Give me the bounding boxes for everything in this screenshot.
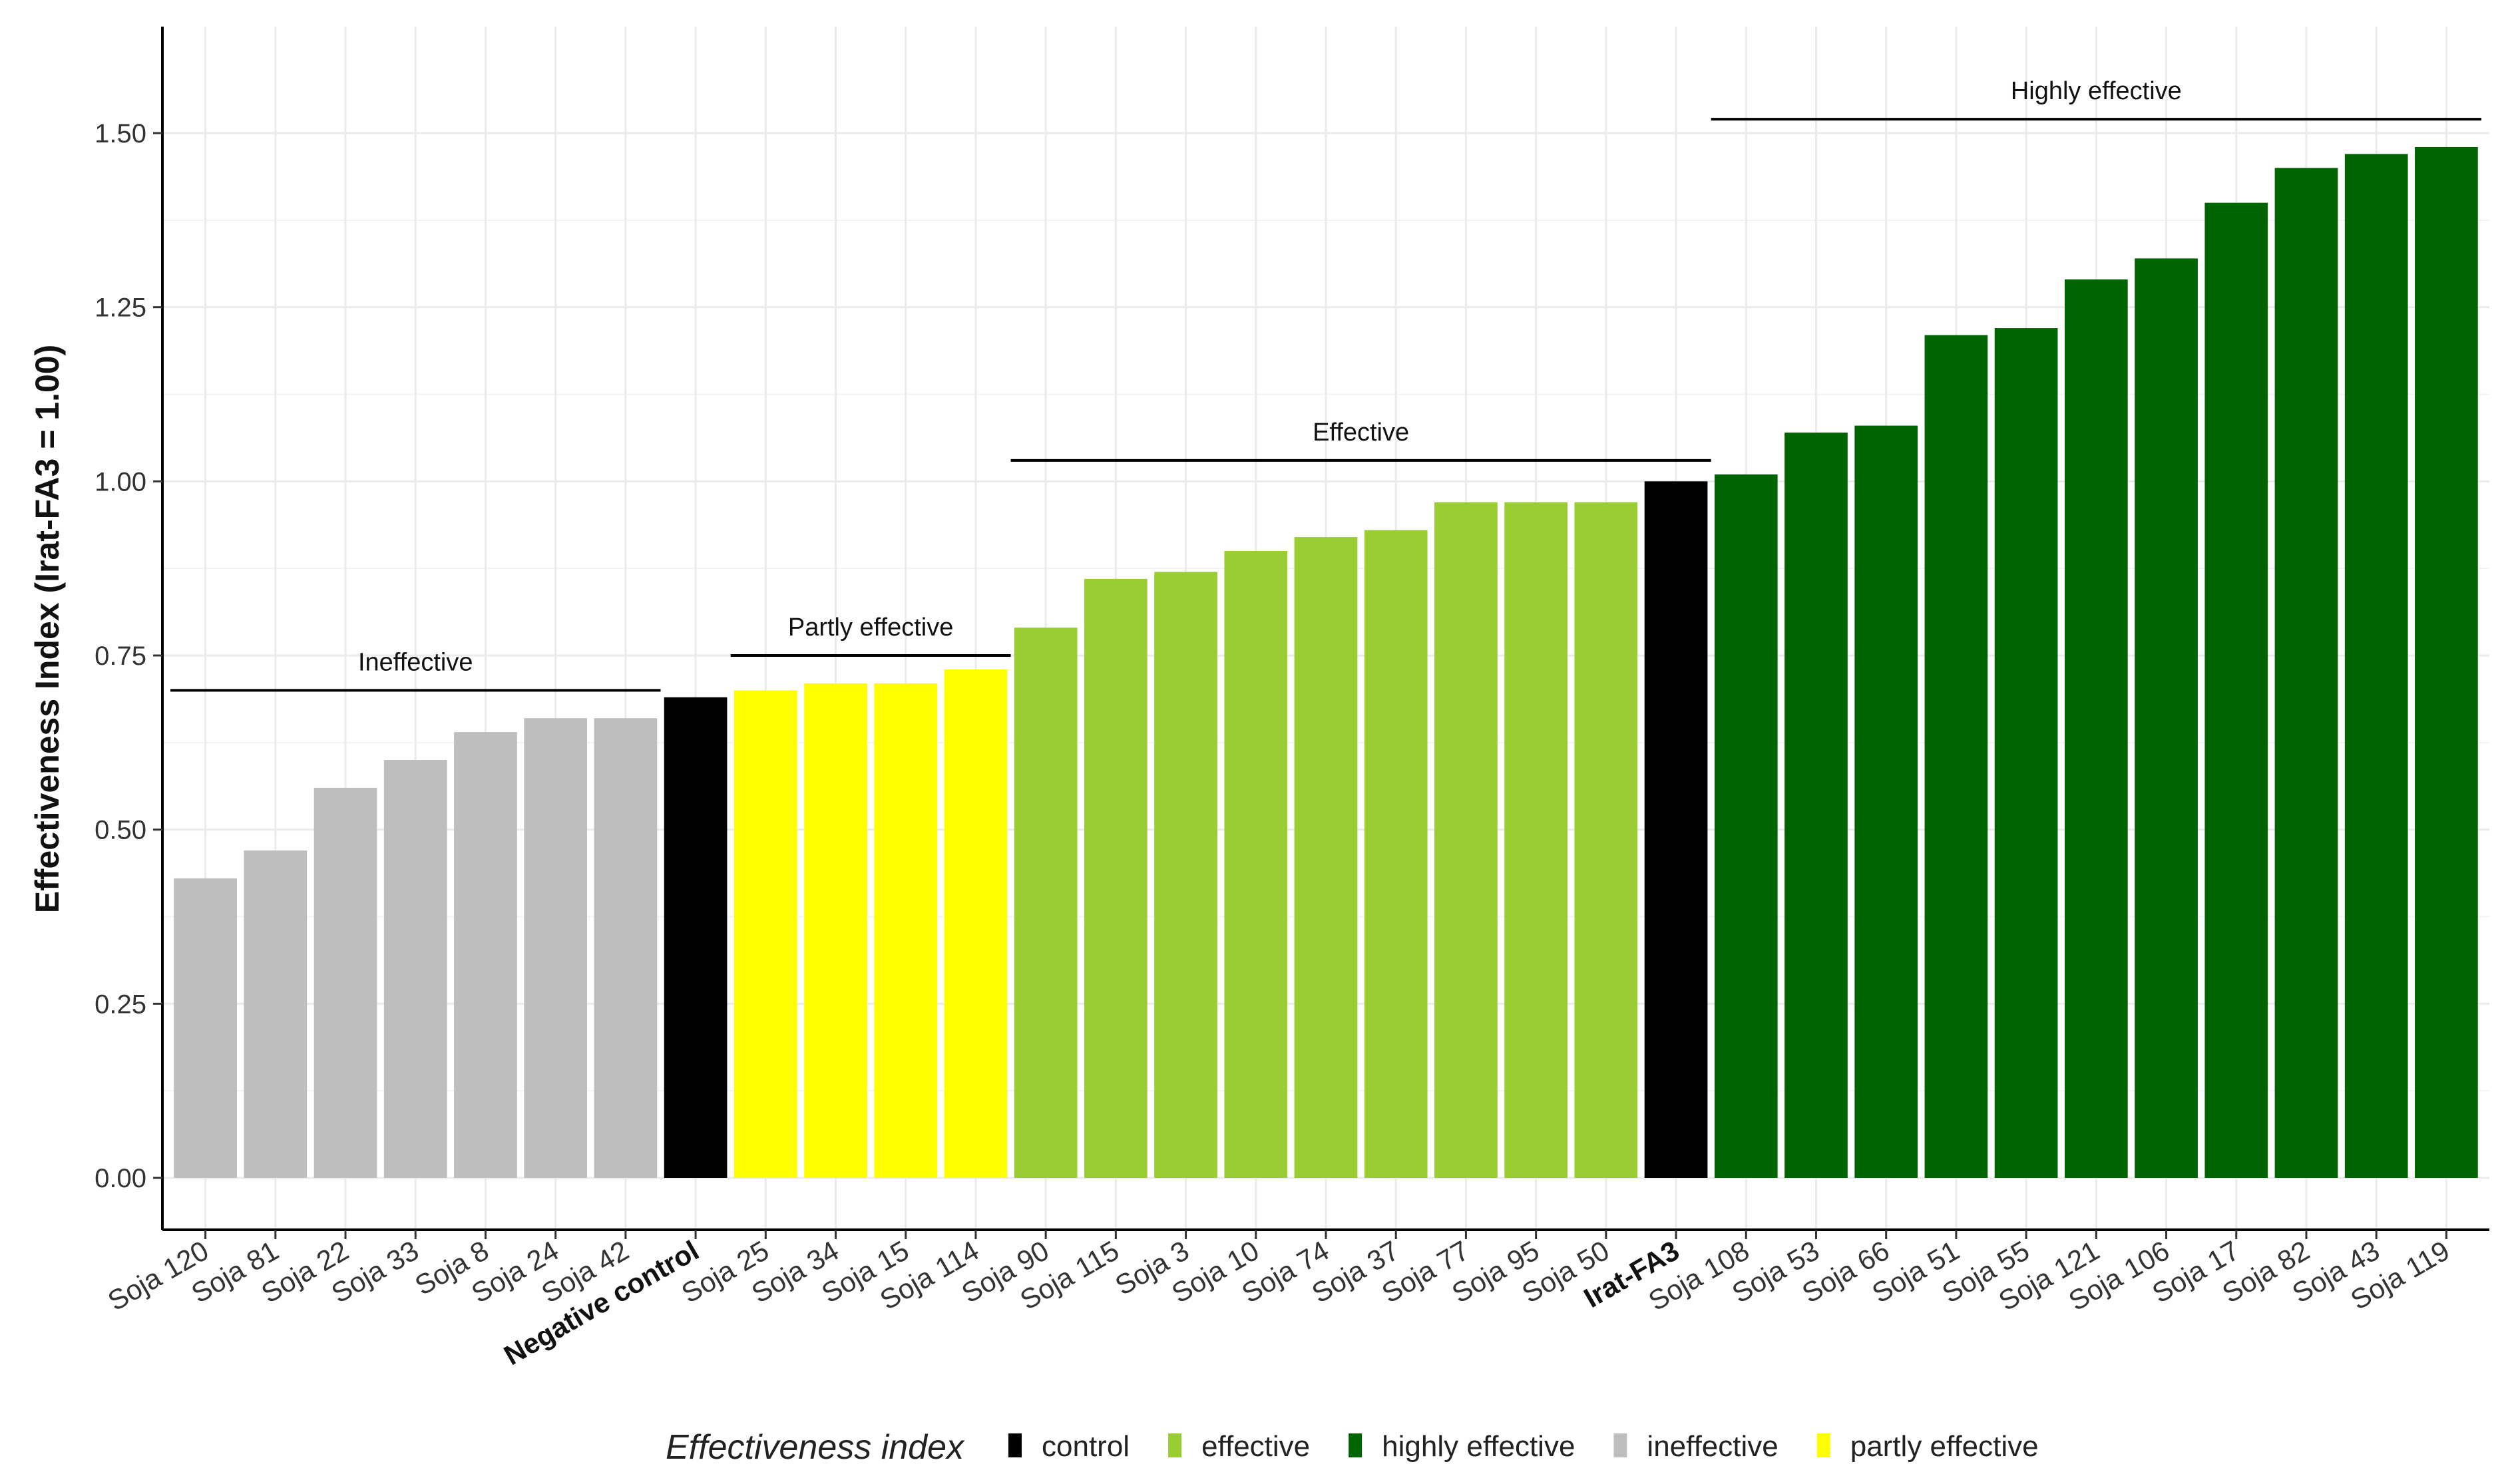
bar-soja-106 [2135, 258, 2198, 1178]
legend-label: control [1042, 1430, 1130, 1463]
group-label: Highly effective [2011, 77, 2182, 105]
bar-soja-3 [1154, 572, 1217, 1178]
bar-soja-120 [174, 878, 237, 1178]
bar-soja-25 [733, 690, 797, 1178]
bar-soja-37 [1364, 530, 1428, 1178]
bar-negative-control [664, 697, 728, 1178]
legend-label: highly effective [1382, 1430, 1575, 1463]
bars [174, 146, 2478, 1179]
group-label: Ineffective [358, 648, 473, 676]
bar-soja-10 [1224, 551, 1288, 1178]
y-tick-label: 0.00 [95, 1164, 146, 1193]
y-tick-label: 0.50 [95, 816, 146, 845]
legend-swatch-control [1008, 1433, 1022, 1457]
legend-label: partly effective [1850, 1430, 2039, 1463]
legend-swatch-partly-effective [1816, 1433, 1830, 1457]
bar-soja-90 [1014, 628, 1078, 1178]
bar-soja-81 [244, 850, 308, 1178]
bar-soja-82 [2274, 168, 2338, 1178]
group-label: Effective [1313, 419, 1409, 447]
legend: Effectiveness index control effective high… [666, 1428, 2039, 1467]
bar-soja-15 [874, 683, 938, 1178]
bar-soja-33 [383, 760, 447, 1178]
bar-soja-77 [1434, 502, 1498, 1178]
bar-soja-22 [314, 787, 377, 1178]
y-tick-label: 0.25 [95, 990, 146, 1019]
bar-soja-17 [2204, 202, 2268, 1179]
legend-label: effective [1201, 1430, 1310, 1463]
y-tick-label: 1.25 [95, 293, 146, 323]
bar-soja-42 [594, 718, 658, 1178]
bar-soja-50 [1574, 502, 1638, 1178]
y-tick-label: 1.50 [95, 119, 146, 148]
bar-soja-34 [804, 683, 867, 1178]
legend-swatch-ineffective [1613, 1433, 1627, 1457]
bar-soja-51 [1924, 335, 1988, 1178]
legend-label: ineffective [1647, 1430, 1778, 1463]
y-tick-label: 1.00 [95, 467, 146, 496]
bar-soja-95 [1504, 502, 1568, 1178]
group-annotations: Ineffective Partly effective Effective High… [170, 77, 2481, 692]
y-axis-title: Effectiveness Index (Irat-FA3 = 1.00) [29, 345, 66, 914]
bar-soja-55 [1994, 328, 2058, 1179]
legend-swatch-effective [1168, 1433, 1182, 1457]
legend-title: Effectiveness index [666, 1428, 965, 1467]
legend-swatch-highly-effective [1349, 1433, 1362, 1457]
group-label: Partly effective [788, 614, 954, 642]
bar-soja-121 [2064, 279, 2128, 1178]
bar-soja-24 [524, 718, 588, 1178]
bar-soja-119 [2415, 146, 2478, 1178]
bar-irat-fa3 [1644, 481, 1708, 1179]
bar-soja-43 [2344, 154, 2408, 1178]
bar-soja-66 [1854, 425, 1918, 1178]
bar-soja-8 [454, 732, 517, 1178]
bar-soja-115 [1084, 578, 1148, 1178]
bar-soja-74 [1294, 537, 1358, 1178]
bar-soja-114 [944, 669, 1008, 1178]
bar-soja-53 [1784, 433, 1848, 1178]
y-tick-label: 0.75 [95, 642, 146, 671]
bar-soja-108 [1714, 474, 1778, 1178]
